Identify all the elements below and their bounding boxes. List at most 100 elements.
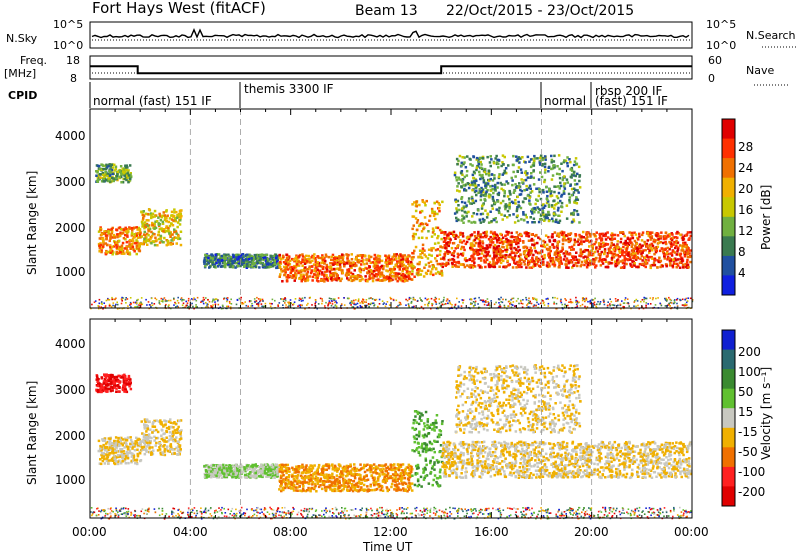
power-cell — [498, 211, 501, 215]
power-cell — [157, 230, 161, 234]
power-cell — [687, 247, 690, 250]
power-cell — [200, 301, 202, 303]
power-cell — [320, 256, 323, 260]
power-cell — [208, 256, 212, 259]
power-cell — [111, 236, 114, 239]
power-cell — [560, 205, 564, 209]
power-cell — [378, 272, 382, 275]
power-cell — [557, 253, 560, 257]
power-cell — [683, 255, 687, 258]
power-cell — [656, 245, 660, 249]
power-cell — [633, 305, 635, 307]
power-cell — [333, 257, 337, 260]
power-cell — [117, 251, 120, 255]
power-cell — [324, 305, 326, 307]
power-cell — [335, 278, 339, 282]
power-cell — [574, 233, 578, 237]
power-cell — [229, 302, 231, 304]
power-cell — [287, 258, 290, 261]
power-cell — [451, 258, 454, 261]
power-cell — [153, 233, 156, 236]
power-cell — [378, 303, 381, 305]
power-cell — [595, 256, 598, 260]
power-cell — [657, 241, 661, 244]
power-cell — [604, 260, 608, 263]
power-cell — [456, 297, 458, 300]
power-cell — [371, 279, 375, 283]
power-cell — [446, 298, 449, 300]
power-cell — [380, 264, 384, 268]
power-cell — [600, 237, 604, 240]
power-cell — [483, 247, 487, 250]
power-cell — [650, 249, 654, 252]
power-cell — [542, 263, 545, 266]
power-cell — [176, 299, 179, 302]
power-cell — [573, 201, 576, 204]
power-cell — [479, 259, 483, 262]
power-cell — [568, 233, 572, 236]
power-cell — [557, 214, 560, 217]
power-cell — [389, 258, 392, 262]
power-cell — [495, 220, 498, 224]
power-cell — [448, 241, 452, 244]
cpid-panel: CPID normal (fast) 151 IF themis 3300 IF… — [8, 82, 668, 108]
power-cell — [136, 240, 139, 243]
power-cell — [311, 275, 315, 279]
power-cell — [173, 208, 176, 211]
power-cell — [452, 234, 456, 238]
power-cell — [521, 200, 525, 203]
power-cell — [405, 298, 407, 301]
power-cell — [413, 275, 416, 278]
power-cell — [114, 165, 118, 168]
power-cell — [252, 258, 255, 261]
power-cell — [535, 263, 539, 266]
power-cell — [137, 249, 141, 252]
power-cell — [368, 277, 372, 280]
power-cell — [272, 254, 275, 258]
power-cell — [399, 254, 402, 257]
power-cell — [524, 197, 528, 200]
power-cell — [679, 233, 682, 237]
power-cell — [253, 298, 256, 300]
power-cell — [593, 250, 597, 254]
power-cell — [113, 236, 117, 239]
power-cell — [590, 253, 593, 257]
power-cell — [216, 258, 220, 262]
power-cell — [123, 170, 127, 174]
power-cell — [614, 261, 617, 265]
power-cell — [427, 302, 430, 305]
power-cell — [129, 297, 132, 299]
power-cell — [551, 257, 555, 260]
power-cell — [682, 251, 686, 254]
power-cell — [135, 302, 138, 304]
power-cell — [432, 246, 435, 250]
power-cell — [553, 251, 557, 254]
power-cell — [547, 203, 551, 206]
power-cell — [532, 297, 534, 299]
power-cell — [363, 262, 366, 266]
power-cell — [341, 256, 345, 260]
power-cell — [505, 298, 507, 301]
power-cell — [401, 255, 404, 259]
power-cell — [665, 264, 668, 268]
power-cell — [118, 226, 122, 229]
power-cell — [452, 260, 456, 263]
power-cell — [165, 226, 168, 230]
power-cell — [308, 275, 312, 278]
power-cell — [510, 241, 513, 245]
power-cell — [584, 305, 586, 308]
power-cell — [465, 211, 469, 215]
power-cell — [584, 255, 587, 258]
power-cell — [255, 260, 259, 263]
power-cell — [112, 302, 115, 304]
power-cell — [128, 164, 132, 167]
power-cell — [688, 238, 691, 241]
power-cell — [121, 250, 125, 253]
power-cell — [512, 251, 516, 255]
power-cell — [458, 190, 461, 193]
power-cell — [402, 273, 405, 276]
power-cell — [527, 239, 531, 242]
power-cell — [547, 219, 551, 223]
power-cell — [254, 265, 258, 269]
